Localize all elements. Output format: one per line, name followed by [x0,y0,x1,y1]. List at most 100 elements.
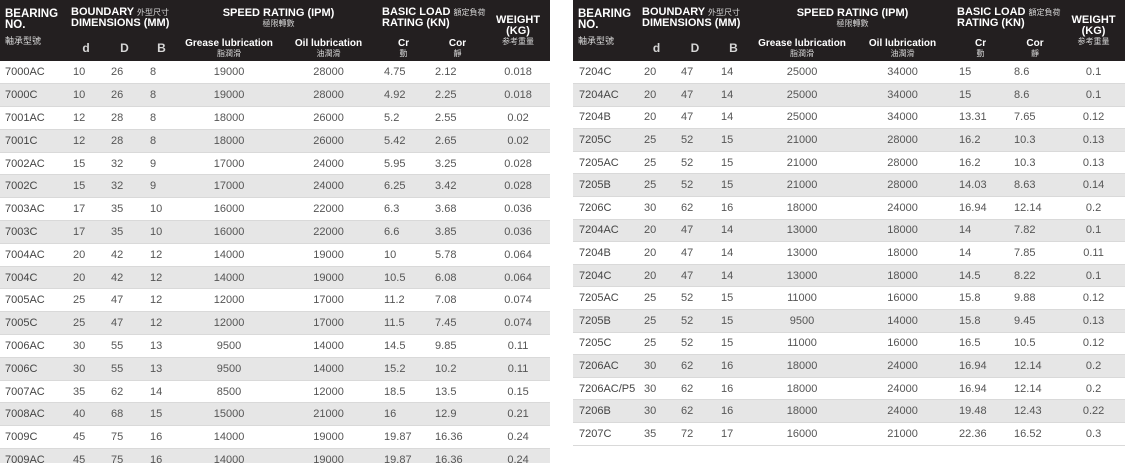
grease-speed-cell: 13000 [752,264,853,288]
cor-cell: 2.55 [429,106,487,130]
cor-header: Cor 靜 [429,35,487,61]
weight-cell: 0.028 [486,174,551,199]
cr-cell: 18.5 [378,380,430,404]
grease-lubrication-header: Grease lubrication 脂潤滑 [752,35,853,61]
oil-lubrication-header: Oil lubrication 油潤滑 [852,35,954,61]
bearing-no-cell: 7005C [0,311,67,336]
cr-cell: 4.75 [378,61,430,85]
cor-cell: 10.3 [1008,128,1063,152]
oil-speed-cell: 12000 [279,380,379,404]
table-row: 7204AC 20 47 14 13000 18000 14 7.82 0.1 [573,219,1125,243]
bearing-no-cell: 7002AC [0,152,67,176]
B-cell: 15 [715,309,753,333]
d-cell: 25 [638,332,675,356]
D-cell: 75 [105,425,144,450]
D-cell: 75 [105,448,144,463]
weight-cell: 0.12 [1062,286,1125,311]
oil-speed-cell: 18000 [852,264,954,288]
cor-cell: 2.25 [429,83,487,108]
table-row: 7002AC 15 32 9 17000 24000 5.95 3.25 0.028 [0,152,551,176]
grease-speed-cell: 18000 [179,129,280,153]
D-cell: 47 [105,311,144,336]
weight-cell: 0.11 [1062,241,1125,265]
B-cell: 14 [715,264,753,288]
weight-cell: 0.24 [486,425,551,450]
D-cell: 42 [105,243,144,267]
B-cell: 9 [144,152,180,176]
D-cell: 52 [675,332,715,356]
cor-cell: 13.5 [429,380,487,404]
col-D-header: D [675,35,715,61]
cor-cell: 9.88 [1008,286,1063,311]
cr-cell: 6.25 [378,174,430,199]
D-cell: 42 [105,266,144,290]
oil-speed-cell: 24000 [852,196,954,220]
cr-cell: 16.94 [953,354,1009,378]
grease-speed-cell: 21000 [752,128,853,152]
table-row: 7001C 12 28 8 18000 26000 5.42 2.65 0.02 [0,129,551,153]
grease-speed-cell: 18000 [752,377,853,401]
cor-cell: 5.78 [429,243,487,267]
oil-speed-cell: 24000 [852,399,954,423]
cr-cell: 16.94 [953,196,1009,220]
bearing-no-cell: 7204C [573,264,638,288]
cor-cell: 8.63 [1008,173,1063,198]
D-cell: 32 [105,152,144,176]
oil-speed-cell: 26000 [279,129,379,153]
d-cell: 40 [67,402,105,427]
weight-cell: 0.13 [1062,151,1125,175]
cor-cell: 16.36 [429,425,487,450]
grease-speed-cell: 9500 [752,309,853,333]
weight-cell: 0.064 [486,243,551,267]
D-cell: 52 [675,128,715,152]
d-cell: 10 [67,61,105,85]
bearing-spec-table-right: BEARING NO. 軸承型號 BOUNDARY 外型尺寸 DIMENSION… [573,0,1125,446]
d-cell: 20 [67,243,105,267]
weight-cell: 0.028 [486,152,551,176]
B-cell: 15 [715,151,753,175]
weight-cell: 0.074 [486,288,551,313]
oil-speed-cell: 19000 [279,243,379,267]
bearing-no-cell: 7206B [573,399,638,423]
grease-speed-cell: 18000 [179,106,280,130]
oil-speed-cell: 28000 [852,173,954,198]
cr-cell: 16.2 [953,128,1009,152]
grease-speed-cell: 21000 [752,151,853,175]
table-row: 7000C 10 26 8 19000 28000 4.92 2.25 0.018 [0,83,551,108]
cr-cell: 14.5 [953,264,1009,288]
cor-cell: 12.14 [1008,354,1063,378]
oil-speed-cell: 28000 [279,61,379,85]
weight-cell: 0.22 [1062,399,1125,423]
oil-speed-cell: 34000 [852,106,954,130]
d-cell: 25 [638,151,675,175]
grease-speed-cell: 11000 [752,286,853,311]
table-row: 7204B 20 47 14 13000 18000 14 7.85 0.11 [573,241,1125,265]
d-cell: 30 [638,377,675,401]
weight-cell: 0.12 [1062,332,1125,356]
d-cell: 35 [67,380,105,404]
D-cell: 47 [675,219,715,243]
table-row: 7204AC 20 47 14 25000 34000 15 8.6 0.1 [573,83,1125,107]
D-cell: 28 [105,106,144,130]
cr-cell: 6.3 [378,197,430,222]
oil-speed-cell: 19000 [279,425,379,450]
B-cell: 8 [144,129,180,153]
table-row: 7205AC 25 52 15 11000 16000 15.8 9.88 0.12 [573,286,1125,311]
D-cell: 28 [105,129,144,153]
B-cell: 16 [144,425,180,450]
weight-cell: 0.15 [486,380,551,404]
weight-cell: 0.14 [1062,173,1125,198]
bearing-no-cell: 7206AC/P5 [573,377,638,401]
D-cell: 55 [105,357,144,381]
table-row: 7204C 20 47 14 25000 34000 15 8.6 0.1 [573,61,1125,85]
table-row: 7204B 20 47 14 25000 34000 13.31 7.65 0.12 [573,106,1125,130]
oil-speed-cell: 28000 [852,151,954,175]
table-row: 7205C 25 52 15 21000 28000 16.2 10.3 0.13 [573,128,1125,152]
B-cell: 8 [144,83,180,108]
oil-speed-cell: 18000 [852,219,954,243]
grease-speed-cell: 16000 [752,422,853,446]
bearing-no-cell: 7006AC [0,334,67,358]
oil-lubrication-header: Oil lubrication 油潤滑 [279,35,379,61]
basic-load-rating-header: BASIC LOAD 額定負荷 RATING (KN) [953,0,1063,35]
oil-speed-cell: 21000 [279,402,379,427]
